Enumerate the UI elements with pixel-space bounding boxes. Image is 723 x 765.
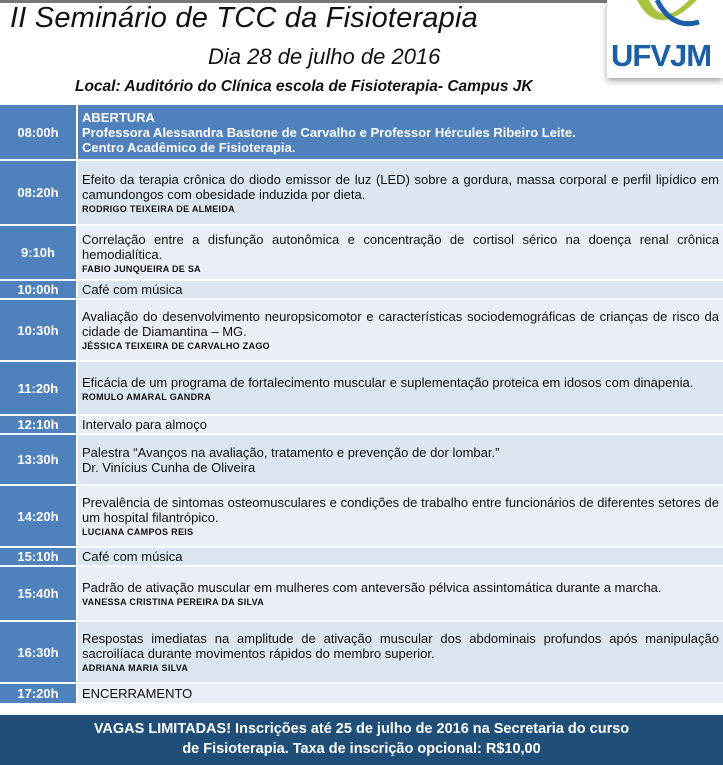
session-title: Café com música bbox=[82, 282, 183, 297]
session-title: Intervalo para almoço bbox=[82, 417, 208, 432]
session-title: Prevalência de sintomas osteomusculares … bbox=[82, 495, 719, 525]
opening-line: ABERTURA bbox=[82, 109, 155, 125]
logo-text: UFVJM bbox=[611, 38, 712, 73]
banner-line-2: de Fisioterapia. Taxa de inscrição opcio… bbox=[182, 741, 541, 757]
session-cell: Prevalência de sintomas osteomusculares … bbox=[78, 486, 723, 546]
schedule-row: 11:20h Eficácia de um programa de fortale… bbox=[0, 362, 723, 414]
session-title: Avaliação do desenvolvimento neuropsicom… bbox=[82, 309, 719, 339]
logo-emblem-icon bbox=[637, 0, 700, 27]
time-cell: 08:00h bbox=[0, 105, 78, 159]
schedule-row: 10:00h Café com música bbox=[0, 281, 723, 298]
schedule-row: 12:10h Intervalo para almoço bbox=[0, 416, 723, 433]
registration-banner: VAGAS LIMITADAS! Inscrições até 25 de ju… bbox=[0, 715, 723, 765]
time-cell: 13:30h bbox=[0, 435, 78, 484]
session-cell: Palestra “Avanços na avaliação, tratamen… bbox=[78, 435, 723, 484]
speaker-name: Dr. Vinícius Cunha de Oliveira bbox=[82, 459, 256, 475]
opening-line: Professora Alessandra Bastone de Carvalh… bbox=[82, 124, 576, 140]
session-title: Efeito da terapia crônica do diodo emiss… bbox=[82, 171, 719, 202]
session-title: Palestra “Avanços na avaliação, tratamen… bbox=[82, 444, 500, 460]
session-title: ENCERRAMENTO bbox=[82, 686, 193, 701]
session-cell: ABERTURA Professora Alessandra Bastone de… bbox=[78, 105, 723, 159]
ufvjm-logo: UFVJM bbox=[607, 0, 723, 78]
session-cell: ENCERRAMENTO bbox=[78, 684, 723, 703]
author-name: ROMULO AMARAL GANDRA bbox=[82, 391, 211, 402]
author-name: VANESSA CRISTINA PEREIRA DA SILVA bbox=[82, 597, 265, 607]
session-cell: Eficácia de um programa de fortaleciment… bbox=[78, 362, 723, 414]
time-cell: 08:20h bbox=[0, 161, 78, 224]
event-location: Local: Auditório do Clínica escola de Fi… bbox=[75, 78, 533, 95]
schedule-table: 08:00h ABERTURA Professora Alessandra Bast… bbox=[0, 103, 723, 705]
schedule-row: 17:20h ENCERRAMENTO bbox=[0, 684, 723, 703]
event-date: Dia 28 de julho de 2016 bbox=[208, 44, 441, 69]
session-title: Café com música bbox=[82, 549, 183, 564]
time-cell: 10:30h bbox=[0, 300, 78, 360]
session-cell: Café com música bbox=[78, 281, 723, 298]
opening-line: Centro Acadêmico de Fisioterapia. bbox=[82, 139, 296, 155]
schedule-row: 08:00h ABERTURA Professora Alessandra Bast… bbox=[0, 105, 723, 159]
time-cell: 16:30h bbox=[0, 622, 78, 682]
banner-line-1: VAGAS LIMITADAS! Inscrições até 25 de ju… bbox=[93, 721, 630, 737]
session-title: Padrão de ativação muscular em mulheres … bbox=[82, 580, 662, 595]
session-title: Respostas imediatas na amplitude de ativ… bbox=[82, 631, 719, 661]
schedule-row: 13:30h Palestra “Avanços na avaliação, tr… bbox=[0, 435, 723, 484]
schedule-row: 16:30h Respostas imediatas na amplitude d… bbox=[0, 622, 723, 682]
time-cell: 11:20h bbox=[0, 362, 78, 414]
time-cell: 12:10h bbox=[0, 416, 78, 433]
schedule-row: 15:40h Padrão de ativação muscular em mul… bbox=[0, 567, 723, 620]
session-cell: Intervalo para almoço bbox=[78, 416, 723, 433]
author-name: RODRIGO TEIXEIRA DE ALMEIDA bbox=[82, 203, 235, 214]
session-title: Eficácia de um programa de fortaleciment… bbox=[82, 374, 694, 390]
top-border bbox=[0, 0, 723, 3]
schedule-row: 15:10h Café com música bbox=[0, 548, 723, 565]
schedule-row: 08:20h Efeito da terapia crônica do diodo… bbox=[0, 161, 723, 224]
session-cell: Respostas imediatas na amplitude de ativ… bbox=[78, 622, 723, 682]
session-cell: Café com música bbox=[78, 548, 723, 565]
page-title: II Seminário de TCC da Fisioterapia bbox=[10, 2, 478, 34]
session-cell: Padrão de ativação muscular em mulheres … bbox=[78, 567, 723, 620]
time-cell: 15:10h bbox=[0, 548, 78, 565]
schedule-row: 14:20h Prevalência de sintomas osteomuscu… bbox=[0, 486, 723, 546]
schedule-row: 10:30h Avaliação do desenvolvimento neuro… bbox=[0, 300, 723, 360]
author-name: FABIO JUNQUEIRA DE SA bbox=[82, 263, 201, 274]
time-cell: 14:20h bbox=[0, 486, 78, 546]
author-name: LUCIANA CAMPOS REIS bbox=[82, 527, 194, 537]
author-name: JÉSSICA TEIXEIRA DE CARVALHO ZAGO bbox=[82, 341, 270, 351]
time-cell: 10:00h bbox=[0, 281, 78, 298]
session-title: Correlação entre a disfunção autonômica … bbox=[82, 231, 719, 262]
time-cell: 9:10h bbox=[0, 226, 78, 279]
schedule-row: 9:10h Correlação entre a disfunção autonô… bbox=[0, 226, 723, 279]
author-name: ADRIANA MARIA SILVA bbox=[82, 663, 189, 673]
time-cell: 17:20h bbox=[0, 684, 78, 703]
time-cell: 15:40h bbox=[0, 567, 78, 620]
session-cell: Efeito da terapia crônica do diodo emiss… bbox=[78, 161, 723, 224]
session-cell: Avaliação do desenvolvimento neuropsicom… bbox=[78, 300, 723, 360]
session-cell: Correlação entre a disfunção autonômica … bbox=[78, 226, 723, 279]
